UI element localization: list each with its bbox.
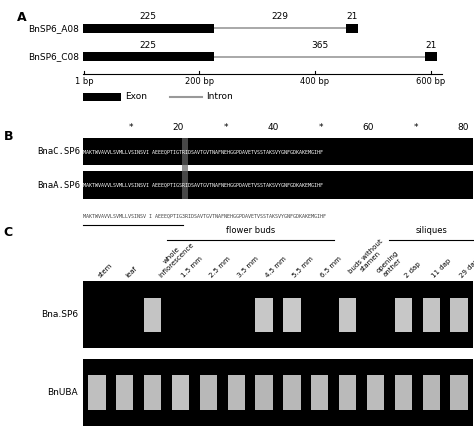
- Text: 200 bp: 200 bp: [185, 77, 214, 86]
- Text: *: *: [128, 123, 133, 132]
- Text: MAKTWVAVVLSVMLLVSINSV I AEEEQPTIG3RIDSAVTGVTNAFNEHGGPDAVETVSSTAKSVYGNFGDKAKEMGIH: MAKTWVAVVLSVMLLVSINSV I AEEEQPTIG3RIDSAV…: [83, 213, 327, 218]
- Text: leaf: leaf: [125, 266, 138, 279]
- Bar: [83, 359, 473, 427]
- Bar: [423, 376, 440, 410]
- Bar: [182, 138, 188, 199]
- Bar: [423, 298, 440, 332]
- Bar: [283, 298, 301, 332]
- Text: 21: 21: [346, 12, 358, 21]
- Bar: [83, 171, 473, 199]
- Text: Bna.SP6: Bna.SP6: [41, 310, 78, 319]
- Text: opening
anther: opening anther: [375, 250, 405, 279]
- Text: MAKTWVAVVLSVMLLVSINSVI AEEEQPTIGSRIDSAVTGVTNAFNEHGGPDAVETVSSTAKSVYGNFGDKAKEMGIHF: MAKTWVAVVLSVMLLVSINSVI AEEEQPTIGSRIDSAVT…: [83, 183, 323, 188]
- Text: 3.5 mm: 3.5 mm: [236, 256, 259, 279]
- Bar: [255, 376, 273, 410]
- Bar: [339, 298, 356, 332]
- Text: 400 bp: 400 bp: [301, 77, 329, 86]
- Text: 600 bp: 600 bp: [416, 77, 446, 86]
- Bar: [255, 298, 273, 332]
- Bar: [283, 376, 301, 410]
- Text: Intron: Intron: [206, 92, 233, 102]
- Text: Exon: Exon: [125, 92, 147, 102]
- Bar: [83, 138, 473, 165]
- Bar: [346, 24, 358, 33]
- Bar: [83, 24, 214, 33]
- Bar: [83, 52, 214, 61]
- Text: 229: 229: [272, 12, 289, 21]
- Text: *: *: [223, 123, 228, 132]
- Bar: [144, 298, 161, 332]
- Text: 21: 21: [425, 41, 437, 50]
- Text: 365: 365: [311, 41, 328, 50]
- Bar: [200, 376, 217, 410]
- Text: 1.5 mm: 1.5 mm: [181, 256, 204, 279]
- Bar: [395, 376, 412, 410]
- Text: 5.5 mm: 5.5 mm: [292, 256, 315, 279]
- Bar: [311, 376, 328, 410]
- Bar: [172, 376, 189, 410]
- Text: 6.5 mm: 6.5 mm: [320, 256, 343, 279]
- Text: 4.5 mm: 4.5 mm: [264, 256, 287, 279]
- Text: siliques: siliques: [415, 226, 447, 235]
- Text: 225: 225: [140, 41, 157, 50]
- Text: BnaA.SP6: BnaA.SP6: [37, 181, 81, 190]
- Text: *: *: [319, 123, 323, 132]
- Text: 225: 225: [140, 12, 157, 21]
- Text: 29 dap: 29 dap: [459, 258, 474, 279]
- Text: BnSP6_A08: BnSP6_A08: [28, 24, 79, 33]
- Bar: [339, 376, 356, 410]
- Text: 11 dap: 11 dap: [431, 258, 453, 279]
- Text: B: B: [4, 130, 13, 143]
- Text: BnSP6_C08: BnSP6_C08: [28, 52, 79, 61]
- Text: BnUBA: BnUBA: [47, 388, 78, 397]
- Text: 2 dap: 2 dap: [403, 261, 421, 279]
- Text: whole
inflorescence: whole inflorescence: [153, 237, 195, 279]
- Text: A: A: [17, 11, 27, 24]
- Text: MAKTWVAVVLSVMLLVSINSVI AEEEQPTIGTRIDSAVTGVTNAFNEHGGPDAVETVSSTAKSVYGNFGDKAKEMGIHF: MAKTWVAVVLSVMLLVSINSVI AEEEQPTIGTRIDSAVT…: [83, 149, 323, 154]
- Bar: [83, 281, 473, 349]
- Text: C: C: [4, 226, 13, 239]
- Text: *: *: [414, 123, 418, 132]
- Text: 1 bp: 1 bp: [75, 77, 93, 86]
- Bar: [116, 376, 133, 410]
- Bar: [144, 376, 161, 410]
- Bar: [83, 93, 121, 101]
- Bar: [88, 376, 106, 410]
- Text: 40: 40: [267, 123, 279, 132]
- Text: 60: 60: [363, 123, 374, 132]
- Bar: [228, 376, 245, 410]
- Bar: [450, 376, 468, 410]
- Bar: [450, 298, 468, 332]
- Bar: [395, 298, 412, 332]
- Bar: [425, 52, 437, 61]
- Bar: [367, 376, 384, 410]
- Text: stem: stem: [97, 263, 113, 279]
- Text: flower buds: flower buds: [226, 226, 275, 235]
- Text: BnaC.SP6: BnaC.SP6: [37, 147, 81, 156]
- Text: 20: 20: [173, 123, 184, 132]
- Text: buds without
stamen: buds without stamen: [347, 238, 389, 279]
- Text: 80: 80: [458, 123, 469, 132]
- Text: 2.5 mm: 2.5 mm: [209, 256, 231, 279]
